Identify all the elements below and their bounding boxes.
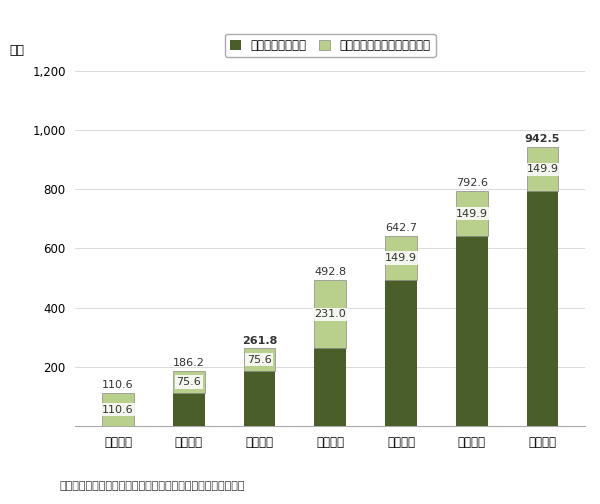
Text: 492.8: 492.8 <box>314 267 346 277</box>
Text: 186.2: 186.2 <box>173 358 205 368</box>
Bar <box>527 147 559 192</box>
Bar <box>102 393 134 426</box>
Bar <box>456 192 488 236</box>
Text: 792.6: 792.6 <box>456 178 488 188</box>
Legend: 前学年までの累計, 各学年における１年間の費用: 前学年までの累計, 各学年における１年間の費用 <box>225 34 436 56</box>
Bar <box>385 236 417 280</box>
Text: 149.9: 149.9 <box>385 253 417 263</box>
Bar <box>527 192 559 426</box>
Text: 149.9: 149.9 <box>527 164 559 174</box>
Bar <box>314 348 346 426</box>
Text: 642.7: 642.7 <box>385 223 417 233</box>
Text: 万円: 万円 <box>9 43 24 56</box>
Bar <box>244 348 275 371</box>
Text: 75.6: 75.6 <box>247 355 272 365</box>
Bar <box>314 280 346 348</box>
Text: 75.6: 75.6 <box>176 377 201 387</box>
Text: 110.6: 110.6 <box>102 380 134 390</box>
Text: 261.8: 261.8 <box>242 336 277 346</box>
Text: 110.6: 110.6 <box>102 405 134 415</box>
Bar <box>244 371 275 426</box>
Text: 942.5: 942.5 <box>525 134 560 144</box>
Bar <box>456 236 488 426</box>
Text: 注　：高校１年、大学１年の費用には、入学費用が含まれる。: 注 ：高校１年、大学１年の費用には、入学費用が含まれる。 <box>60 481 245 491</box>
Bar <box>173 393 205 426</box>
Text: 231.0: 231.0 <box>314 309 346 320</box>
Bar <box>385 280 417 426</box>
Bar <box>173 371 205 393</box>
Text: 149.9: 149.9 <box>456 209 488 219</box>
